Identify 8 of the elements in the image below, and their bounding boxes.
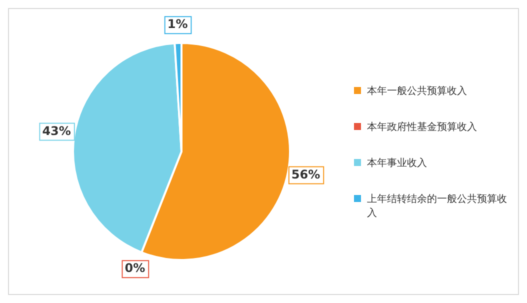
legend-label: 本年一般公共预算收入 [367,84,467,98]
data-label: 56% [291,167,320,182]
legend-label: 本年政府性基金预算收入 [367,120,477,134]
data-label: 1% [167,17,188,32]
legend-label: 本年事业收入 [367,156,427,170]
legend-label: 上年结转结余的一般公共预算收入 [367,192,508,220]
data-label: 43% [42,124,71,138]
text: 0% [124,261,146,276]
